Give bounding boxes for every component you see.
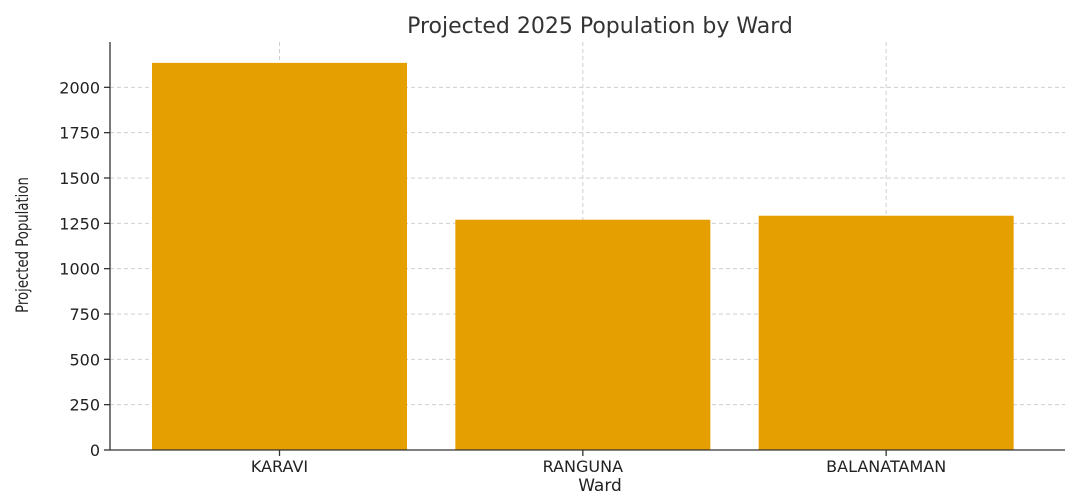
x-tick-label: KARAVI: [251, 457, 308, 476]
x-tick-label: RANGUNA: [543, 457, 623, 476]
y-tick-label: 1250: [59, 214, 100, 233]
y-tick-labels: 0 250 500 750 1000 1250 1500 1750 2000: [59, 78, 110, 460]
y-tick-label: 0: [90, 441, 100, 460]
y-tick-label: 750: [69, 305, 100, 324]
y-axis-label: Projected Population: [12, 177, 32, 313]
y-tick-label: 1500: [59, 169, 100, 188]
bar-balanataman: [758, 215, 1014, 450]
y-tick-label: 500: [69, 350, 100, 369]
chart-title: Projected 2025 Population by Ward: [407, 14, 793, 39]
y-tick-label: 1000: [59, 260, 100, 279]
x-tick-labels: KARAVI RANGUNA BALANATAMAN: [251, 450, 946, 476]
bar-ranguna: [455, 219, 711, 450]
y-tick-label: 2000: [59, 78, 100, 97]
axes: [109, 42, 1065, 451]
x-axis-label: Ward: [578, 476, 622, 493]
y-tick-label: 1750: [59, 124, 100, 143]
bar-karavi: [152, 62, 407, 450]
y-tick-label: 250: [69, 396, 100, 415]
bars: [152, 62, 1014, 450]
x-tick-label: BALANATAMAN: [826, 457, 946, 476]
